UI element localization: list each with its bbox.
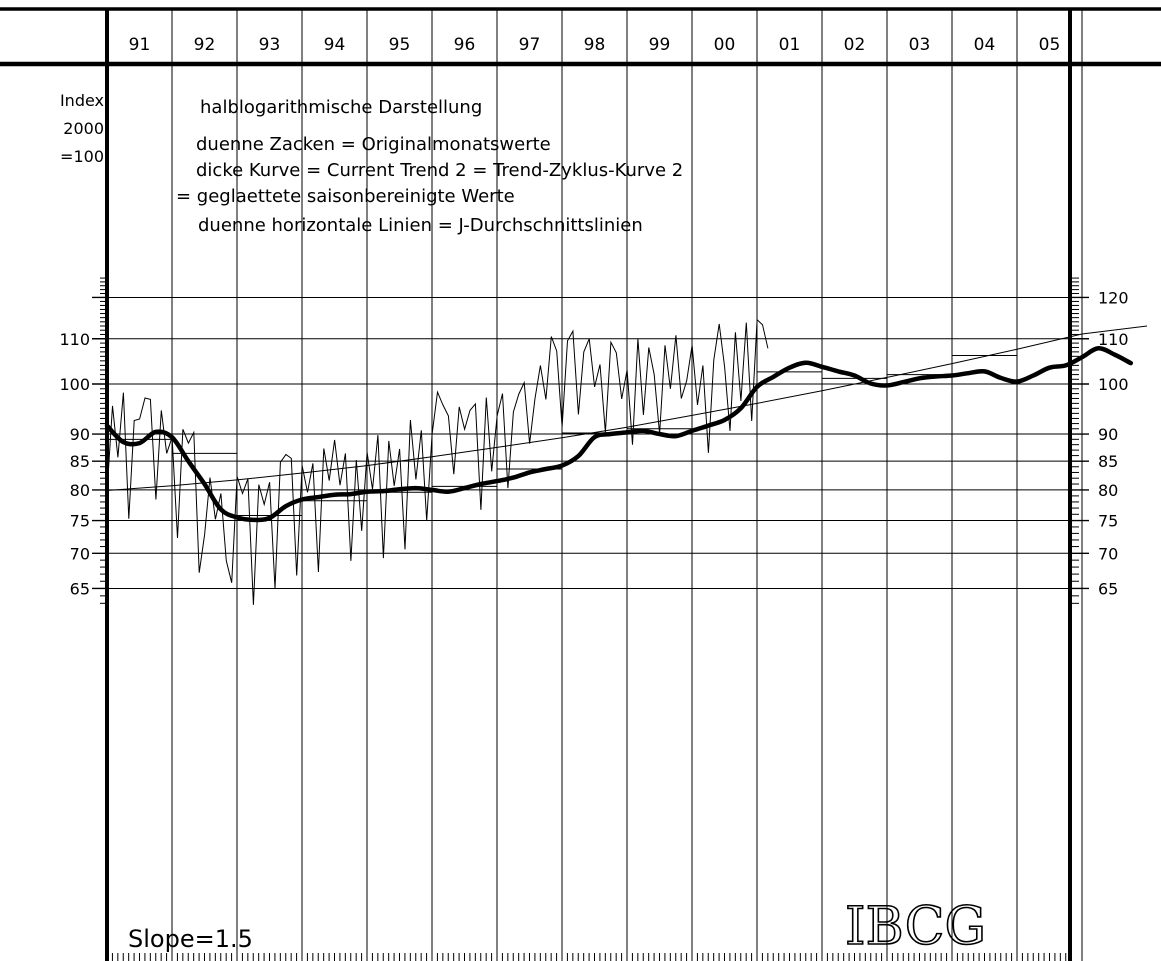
year-label: 02 <box>844 35 866 55</box>
year-label: 98 <box>584 35 606 55</box>
ytick-label-left: 75 <box>70 512 90 531</box>
series-group <box>104 318 1148 605</box>
ylabel-line-3: =100 <box>60 147 104 166</box>
annotation-line-2: dicke Kurve = Current Trend 2 = Trend-Zy… <box>196 160 683 181</box>
year-label: 03 <box>909 35 931 55</box>
year-label: 05 <box>1039 35 1061 55</box>
ytick-label-right: 75 <box>1098 512 1118 531</box>
ytick-label-right: 65 <box>1098 579 1118 598</box>
year-label: 95 <box>389 35 411 55</box>
ytick-label-right: 85 <box>1098 452 1118 471</box>
ytick-label-right: 90 <box>1098 425 1118 444</box>
ytick-label-right: 120 <box>1098 288 1129 307</box>
year-label: 96 <box>454 35 476 55</box>
ytick-label-left: 90 <box>70 425 90 444</box>
ytick-label-left: 85 <box>70 452 90 471</box>
ytick-label-right: 100 <box>1098 375 1129 394</box>
year-label: 01 <box>779 35 801 55</box>
ytick-label-right: 110 <box>1098 330 1129 349</box>
annotation-line-3: = geglaettete saisonbereinigte Werte <box>176 186 515 207</box>
year-label: 04 <box>974 35 996 55</box>
slope-line <box>106 325 1148 491</box>
year-label: 91 <box>129 35 151 55</box>
trend-cycle-curve <box>104 346 1134 523</box>
ytick-label-left: 65 <box>70 579 90 598</box>
ylabel-line-1: Index <box>60 91 104 110</box>
year-label: 00 <box>714 35 736 55</box>
frame <box>0 7 1161 961</box>
monthly-values-line <box>106 318 769 605</box>
ylabel-line-2: 2000 <box>63 119 104 138</box>
annotation-title: halblogarithmische Darstellung <box>200 97 482 118</box>
year-label: 93 <box>259 35 281 55</box>
ytick-label-left: 80 <box>70 481 90 500</box>
labels: Index 2000 =100 halblogarithmische Darst… <box>59 35 1129 958</box>
annotation-line-4: duenne horizontale Linien = J-Durchschni… <box>198 215 643 236</box>
year-label: 92 <box>194 35 216 55</box>
annotation-line-1: duenne Zacken = Originalmonatswerte <box>196 134 551 155</box>
ytick-label-right: 70 <box>1098 544 1118 563</box>
slope-label: Slope=1.5 <box>128 925 253 953</box>
ytick-label-right: 80 <box>1098 481 1118 500</box>
ytick-label-left: 110 <box>59 330 90 349</box>
ytick-label-left: 70 <box>70 544 90 563</box>
year-label: 99 <box>649 35 671 55</box>
year-label: 97 <box>519 35 541 55</box>
logo: IBCG <box>845 897 986 957</box>
year-label: 94 <box>324 35 346 55</box>
ytick-label-left: 100 <box>59 375 90 394</box>
